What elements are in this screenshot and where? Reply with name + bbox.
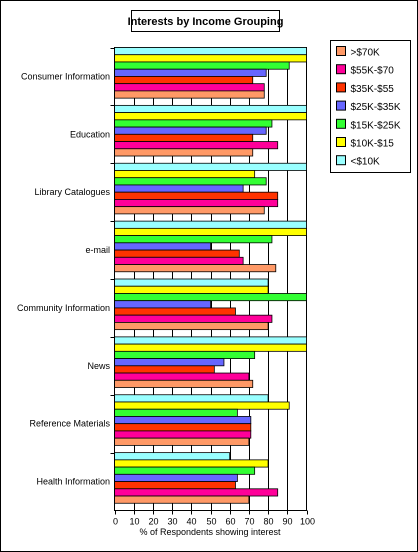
category-label: Reference Materials [29,419,110,429]
bar [114,423,252,432]
bar [114,379,254,388]
bar [114,148,254,157]
bar [114,206,265,215]
x-axis-label: % of Respondents showing interest [139,527,281,537]
bar [114,141,279,150]
bar [114,293,307,302]
bar [114,170,256,179]
bar [114,220,307,229]
bar [114,488,279,497]
legend-label: $55K-$70 [351,66,395,77]
bar [114,473,238,482]
legend-label: $35K-$55 [351,84,395,95]
bar [114,408,238,417]
legend-label: $10K-$15 [351,139,395,150]
bar [114,47,307,56]
plot-area [114,47,307,511]
bar [114,133,254,142]
bar [114,300,211,309]
bar [114,278,269,287]
legend-label: >$70K [351,48,381,59]
bar [114,358,225,367]
category-label: Consumer Information [21,71,110,81]
x-tick-label: 60 [225,517,235,527]
x-tick-label: 20 [148,517,158,527]
bar [114,199,279,208]
bar [114,307,236,316]
bar [114,394,269,403]
category-label: Library Catalogues [34,187,110,197]
bar [114,466,256,475]
bar [114,350,256,359]
legend-swatch [336,46,346,56]
x-tick-label: 40 [186,517,196,527]
legend-label: $15K-$25K [351,120,401,131]
bar [114,336,307,345]
legend-swatch [336,137,346,147]
x-tick-label: 90 [282,517,292,527]
legend-items: >$70K $55K-$70 $35K-$55 $25K-$35K $15K-$25K $… [336,46,401,168]
x-tick-label: 80 [263,517,273,527]
bar [114,416,252,425]
bar [114,314,273,323]
x-tick-label: 70 [244,517,254,527]
bar [114,104,307,114]
bar [114,437,250,446]
title-box [131,10,280,32]
bar [114,401,290,410]
bar [114,459,269,468]
bar [114,235,273,244]
bar [114,90,265,99]
bar [114,256,244,265]
chart-title: Interests by Income Grouping [128,10,284,32]
bar [114,249,240,258]
bar [114,126,267,135]
bar [114,119,273,128]
category-label: Education [70,129,110,139]
legend-swatch [336,118,346,129]
legend-swatch [336,64,346,75]
bar [114,162,307,171]
bar [114,343,307,352]
bar [114,495,250,504]
bar [114,264,277,273]
x-axis-ticks: 0 10 20 30 40 50 60 70 80 90 100 [113,510,315,527]
category-label: e-mail [85,245,110,255]
bar [114,452,231,461]
x-tick-label: 30 [167,517,177,527]
category-label: Health Information [36,477,110,487]
bar [114,177,267,186]
category-labels: Consumer Information Education Library Cat… [17,48,115,487]
legend-swatch [336,82,346,93]
bar [114,184,244,193]
bar [114,227,307,236]
legend-label: $25K-$35K [351,102,401,113]
bar [114,68,267,77]
bar [114,61,290,70]
title-text: Interests by Income Grouping [128,16,284,28]
x-tick-label: 100 [300,517,315,527]
x-tick-label: 0 [113,517,118,527]
legend-swatch [336,100,346,111]
legend-swatch [336,155,346,166]
bar [114,430,252,439]
bar [114,83,265,92]
legend: >$70K $55K-$70 $35K-$55 $25K-$35K $15K-$25K $… [330,40,411,173]
bar [114,322,269,331]
bar [114,242,211,251]
bar [114,285,269,294]
category-label: Community Information [17,303,110,313]
bar [114,481,236,490]
bar [114,372,250,381]
bar [114,365,215,374]
category-label: News [87,361,110,371]
bar [114,54,307,63]
x-tick-label: 10 [129,517,139,527]
bar [114,76,254,85]
bar [114,191,279,200]
bar [114,112,307,121]
legend-label: <$10K [351,157,381,168]
x-tick-label: 50 [206,517,216,527]
